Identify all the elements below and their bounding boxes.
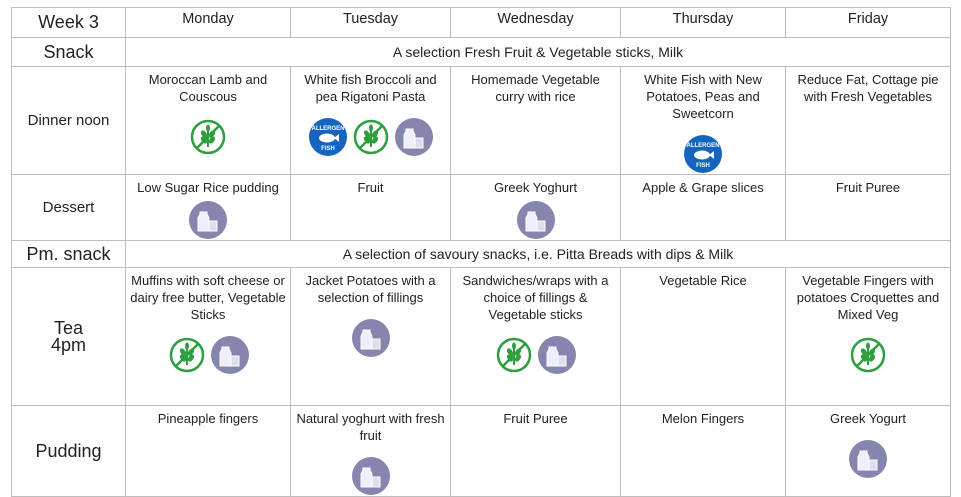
menu-cell: Melon Fingers: [620, 405, 786, 497]
menu-cell: Vegetable Rice: [620, 267, 786, 406]
meal-text: Vegetable Rice: [659, 273, 747, 288]
menu-row: Tea 4pm Muffins with soft cheese or dairy…: [11, 267, 951, 406]
allergen-fish-icon: ALLERGEN FISH: [308, 118, 347, 156]
menu-row: Snack A selection Fresh Fruit & Vegetable…: [11, 37, 951, 67]
gluten-free-icon: [495, 336, 533, 374]
meal-text: Fruit Puree: [835, 180, 901, 195]
day-header-wednesday: Wednesday: [450, 7, 621, 38]
row-label: Pm. snack: [11, 240, 126, 268]
meal-text: Melon Fingers: [661, 411, 745, 426]
svg-text:ALLERGEN: ALLERGEN: [687, 143, 720, 149]
dietary-icons: [455, 335, 616, 375]
day-header-tuesday: Tuesday: [290, 7, 451, 38]
row-label-text: Snack: [43, 41, 94, 62]
menu-cell: Vegetable Fingers with potatoes Croquett…: [785, 267, 951, 406]
svg-text:FISH: FISH: [696, 163, 710, 169]
menu-cell: Greek Yogurt: [785, 405, 951, 497]
meal-text: Muffins with soft cheese or dairy free b…: [130, 273, 286, 322]
gluten-free-icon: [189, 118, 227, 156]
row-label-text: Pudding: [35, 440, 102, 461]
meal-text: Reduce Fat, Cottage pie with Fresh Veget…: [797, 72, 939, 104]
row-label-text: Dinner noon: [27, 112, 110, 129]
dietary-icons: [130, 117, 286, 157]
menu-cell: Sandwiches/wraps with a choice of fillin…: [450, 267, 621, 406]
meal-text: Homemade Vegetable curry with rice: [471, 72, 600, 104]
allergen-fish-icon: ALLERGEN FISH: [684, 135, 722, 173]
menu-table: Week 3 Monday Tuesday Wednesday Thursday Frid…: [11, 7, 951, 497]
gluten-free-icon: [167, 336, 206, 374]
dietary-icons: ALLERGEN FISH: [625, 134, 781, 174]
meal-text: Greek Yogurt: [830, 411, 906, 426]
meal-text: Fruit Puree: [503, 411, 568, 426]
dietary-icons: [790, 335, 946, 375]
row-label-text: Pm. snack: [26, 243, 111, 264]
menu-row: Dinner noon Moroccan Lamb and Couscous Whi…: [11, 66, 951, 175]
row-label: Tea 4pm: [11, 267, 126, 406]
row-label: Pudding: [11, 405, 126, 497]
meal-text: White Fish with New Potatoes, Peas and S…: [644, 72, 762, 121]
meal-text: Jacket Potatoes with a selection of fill…: [305, 273, 436, 305]
day-header-monday: Monday: [125, 7, 291, 38]
menu-cell: Homemade Vegetable curry with rice: [450, 66, 621, 175]
meal-text: Greek Yoghurt: [493, 180, 578, 195]
day-header-friday: Friday: [785, 7, 951, 38]
row-label: Snack: [11, 37, 126, 67]
svg-text:FISH: FISH: [321, 146, 335, 152]
menu-cell: Natural yoghurt with fresh fruit: [290, 405, 451, 497]
dietary-icons: ALLERGEN FISH: [295, 117, 446, 157]
week-label: Week 3: [11, 7, 126, 38]
milk-icon: [210, 336, 249, 374]
dietary-icons: [130, 335, 286, 375]
milk-icon: [351, 319, 390, 357]
menu-cell: Muffins with soft cheese or dairy free b…: [125, 267, 291, 406]
menu-cell: Jacket Potatoes with a selection of fill…: [290, 267, 451, 406]
gluten-free-icon: [849, 336, 887, 374]
all-week-cell: A selection Fresh Fruit & Vegetable stic…: [125, 37, 951, 67]
all-week-cell: A selection of savoury snacks, i.e. Pitt…: [125, 240, 951, 268]
menu-row: Pm. snack A selection of savoury snacks, …: [11, 240, 951, 268]
milk-icon: [189, 201, 227, 239]
dietary-icons: [455, 200, 616, 240]
milk-icon: [351, 457, 390, 495]
meal-text: Moroccan Lamb and Couscous: [148, 72, 268, 104]
menu-row: Pudding Pineapple fingers Natural yoghurt …: [11, 405, 951, 497]
meal-text: Low Sugar Rice pudding: [137, 180, 279, 195]
milk-icon: [516, 201, 555, 239]
menu-cell: Fruit Puree: [450, 405, 621, 497]
menu-cell: Reduce Fat, Cottage pie with Fresh Veget…: [785, 66, 951, 175]
meal-text: Fruit: [357, 180, 384, 195]
dietary-icons: [790, 439, 946, 479]
meal-text: Sandwiches/wraps with a choice of fillin…: [462, 273, 609, 322]
milk-icon: [849, 440, 887, 478]
dietary-icons: [295, 318, 446, 358]
menu-cell: Greek Yoghurt: [450, 174, 621, 241]
row-label: Dinner noon: [11, 66, 126, 175]
dietary-icons: [295, 456, 446, 496]
menu-cell: White fish Broccoli and pea Rigatoni Pas…: [290, 66, 451, 175]
dietary-icons: [130, 200, 286, 240]
menu-cell: Moroccan Lamb and Couscous: [125, 66, 291, 175]
meal-text: Apple & Grape slices: [642, 180, 764, 195]
menu-cell: Apple & Grape slices: [620, 174, 786, 241]
menu-cell: Pineapple fingers: [125, 405, 291, 497]
milk-icon: [394, 118, 433, 156]
row-label: Dessert: [11, 174, 126, 241]
meal-text: White fish Broccoli and pea Rigatoni Pas…: [304, 72, 437, 104]
menu-cell: Fruit: [290, 174, 451, 241]
gluten-free-icon: [351, 118, 390, 156]
row-label-text: Tea 4pm: [50, 317, 86, 355]
menu-row: Dessert Low Sugar Rice pudding Fruit Greek …: [11, 174, 951, 241]
meal-text: Pineapple fingers: [157, 411, 259, 426]
row-label-text: Dessert: [42, 199, 95, 216]
menu-cell: Low Sugar Rice pudding: [125, 174, 291, 241]
milk-icon: [538, 336, 576, 374]
meal-text: Vegetable Fingers with potatoes Croquett…: [796, 273, 940, 322]
menu-cell: White Fish with New Potatoes, Peas and S…: [620, 66, 786, 175]
svg-text:ALLERGEN: ALLERGEN: [311, 126, 344, 132]
day-header-thursday: Thursday: [620, 7, 786, 38]
meal-text: Natural yoghurt with fresh fruit: [296, 411, 445, 443]
menu-cell: Fruit Puree: [785, 174, 951, 241]
